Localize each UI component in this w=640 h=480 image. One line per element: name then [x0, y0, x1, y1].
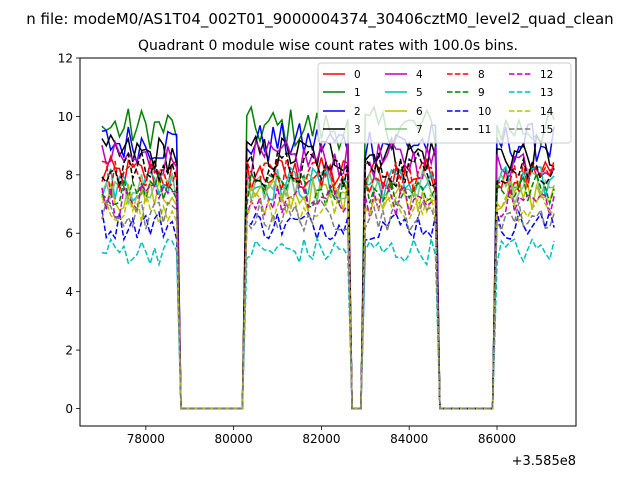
legend-label: 6 [416, 106, 423, 118]
series-line-14 [101, 189, 555, 410]
y-tick-label: 12 [58, 52, 73, 66]
series-line-3 [101, 132, 555, 410]
series-line-6 [101, 178, 555, 410]
y-tick-label: 4 [65, 285, 73, 299]
y-tick-label: 8 [65, 168, 73, 182]
series-line-12 [101, 182, 555, 410]
legend-label: 8 [478, 69, 485, 81]
legend-item-5: 5 [385, 87, 423, 99]
legend-label: 15 [540, 124, 553, 136]
y-tick-label: 0 [65, 402, 73, 416]
legend-label: 2 [354, 106, 361, 118]
figure-suptitle: n file: modeM0/AS1T04_002T01_9000004374_… [26, 10, 613, 29]
axes-frame [79, 57, 577, 427]
legend-item-2: 2 [323, 106, 361, 118]
legend-label: 9 [478, 87, 485, 99]
legend-item-4: 4 [385, 69, 423, 81]
legend-label: 0 [354, 69, 361, 81]
x-tick-label: 86000 [478, 432, 516, 446]
legend-item-8: 8 [447, 69, 485, 81]
legend-item-7: 7 [385, 124, 423, 136]
legend-item-13: 13 [509, 87, 553, 99]
series-line-10 [101, 207, 555, 410]
series-line-13 [101, 235, 555, 410]
legend-item-14: 14 [509, 106, 554, 118]
legend-item-9: 9 [447, 87, 485, 99]
legend-label: 4 [416, 69, 423, 81]
x-tick-label: 82000 [302, 432, 340, 446]
legend-item-15: 15 [509, 124, 553, 136]
series-line-11 [101, 150, 555, 410]
series-line-15 [101, 199, 555, 410]
series-line-9 [101, 170, 555, 410]
plot-lines [101, 104, 555, 410]
legend-label: 11 [478, 124, 491, 136]
legend-label: 3 [354, 124, 361, 136]
y-tick-label: 6 [65, 227, 73, 241]
legend-label: 10 [478, 106, 491, 118]
legend-label: 5 [416, 87, 423, 99]
legend-item-1: 1 [323, 87, 361, 99]
legend-item-11: 11 [447, 124, 491, 136]
legend-box [317, 62, 572, 144]
legend-item-10: 10 [447, 106, 491, 118]
y-tick-label: 2 [65, 344, 73, 358]
legend-label: 14 [540, 106, 554, 118]
x-tick-label: 78000 [127, 432, 165, 446]
legend-item-12: 12 [509, 69, 553, 81]
x-tick-label: 84000 [390, 432, 428, 446]
x-tick-label: 80000 [215, 432, 253, 446]
legend-label: 7 [416, 124, 423, 136]
legend-item-6: 6 [385, 106, 423, 118]
series-line-7 [101, 167, 555, 410]
legend-label: 1 [354, 87, 361, 99]
chart-title: Quadrant 0 module wise count rates with … [138, 38, 518, 54]
legend-label: 12 [540, 69, 553, 81]
x-offset-label: +3.585e8 [512, 454, 576, 469]
legend-item-3: 3 [323, 124, 361, 136]
legend-item-0: 0 [323, 69, 361, 81]
legend-label: 13 [540, 87, 553, 99]
y-tick-label: 10 [58, 110, 73, 124]
